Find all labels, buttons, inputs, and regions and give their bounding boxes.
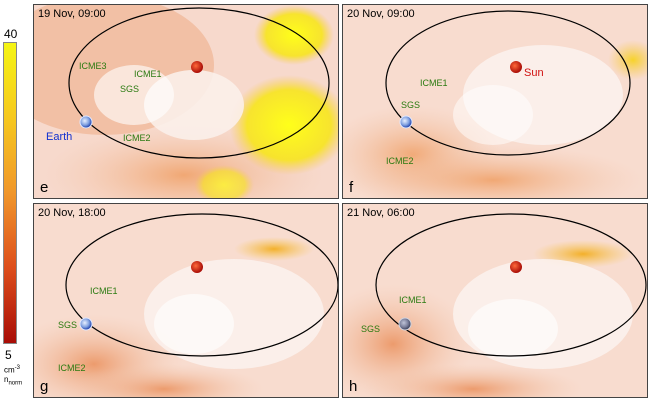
orbit-ellipse	[375, 213, 647, 357]
colorbar-min-label: 5	[5, 348, 12, 362]
sun-marker	[191, 261, 203, 273]
panel-g: 20 Nov, 18:00 ICME1 SGS ICME2 g	[33, 203, 339, 398]
earth-marker	[399, 115, 413, 129]
earth-marker	[79, 317, 93, 331]
panel-h: 21 Nov, 06:00 ICME1 SGS h	[342, 203, 648, 398]
sun-marker	[191, 61, 203, 73]
label-sgs: SGS	[58, 320, 78, 330]
colorbar-max-label: 40	[4, 27, 18, 41]
label-sgs: SGS	[361, 324, 381, 334]
earth-marker	[398, 317, 412, 331]
panel-letter: e	[40, 179, 49, 196]
density-map	[343, 204, 647, 397]
label-sun: Sun	[524, 67, 544, 79]
unit-text: cm	[4, 365, 15, 375]
orbit-ellipse	[68, 7, 330, 159]
quantity-subscript: norm	[8, 380, 23, 387]
density-map	[34, 5, 338, 198]
panel-e: 19 Nov, 09:00 ICME3 ICME1 SGS ICME2 Eart…	[33, 4, 339, 199]
panel-time: 21 Nov, 06:00	[347, 207, 415, 219]
label-icme1: ICME1	[420, 78, 448, 88]
density-map	[34, 204, 338, 397]
panel-letter: g	[40, 378, 49, 395]
label-sgs: SGS	[120, 84, 140, 94]
unit-exponent: -3	[14, 365, 21, 371]
label-icme1: ICME1	[90, 286, 118, 296]
colorbar	[3, 42, 17, 344]
label-sgs: SGS	[401, 100, 421, 110]
label-icme3: ICME3	[79, 61, 107, 71]
quantity-text: n	[4, 374, 9, 384]
panel-time: 20 Nov, 18:00	[38, 207, 106, 219]
orbit-ellipse	[385, 10, 631, 156]
label-icme2: ICME2	[123, 133, 151, 143]
panel-letter: h	[349, 378, 358, 395]
panel-letter: f	[349, 179, 354, 196]
panel-f: 20 Nov, 09:00 ICME1 SGS ICME2 Sun f	[342, 4, 648, 199]
colorbar-unit-label: cm-3 nnorm	[4, 364, 22, 388]
label-icme2: ICME2	[58, 363, 86, 373]
sun-marker	[510, 261, 522, 273]
label-icme1: ICME1	[134, 69, 162, 79]
sun-marker	[510, 61, 522, 73]
label-earth: Earth	[46, 131, 73, 143]
orbit-ellipse	[65, 213, 338, 357]
label-icme1: ICME1	[399, 295, 427, 305]
density-map	[343, 5, 647, 198]
panel-time: 19 Nov, 09:00	[38, 8, 106, 20]
label-icme2: ICME2	[386, 156, 414, 166]
panel-time: 20 Nov, 09:00	[347, 8, 415, 20]
earth-marker	[79, 115, 93, 129]
